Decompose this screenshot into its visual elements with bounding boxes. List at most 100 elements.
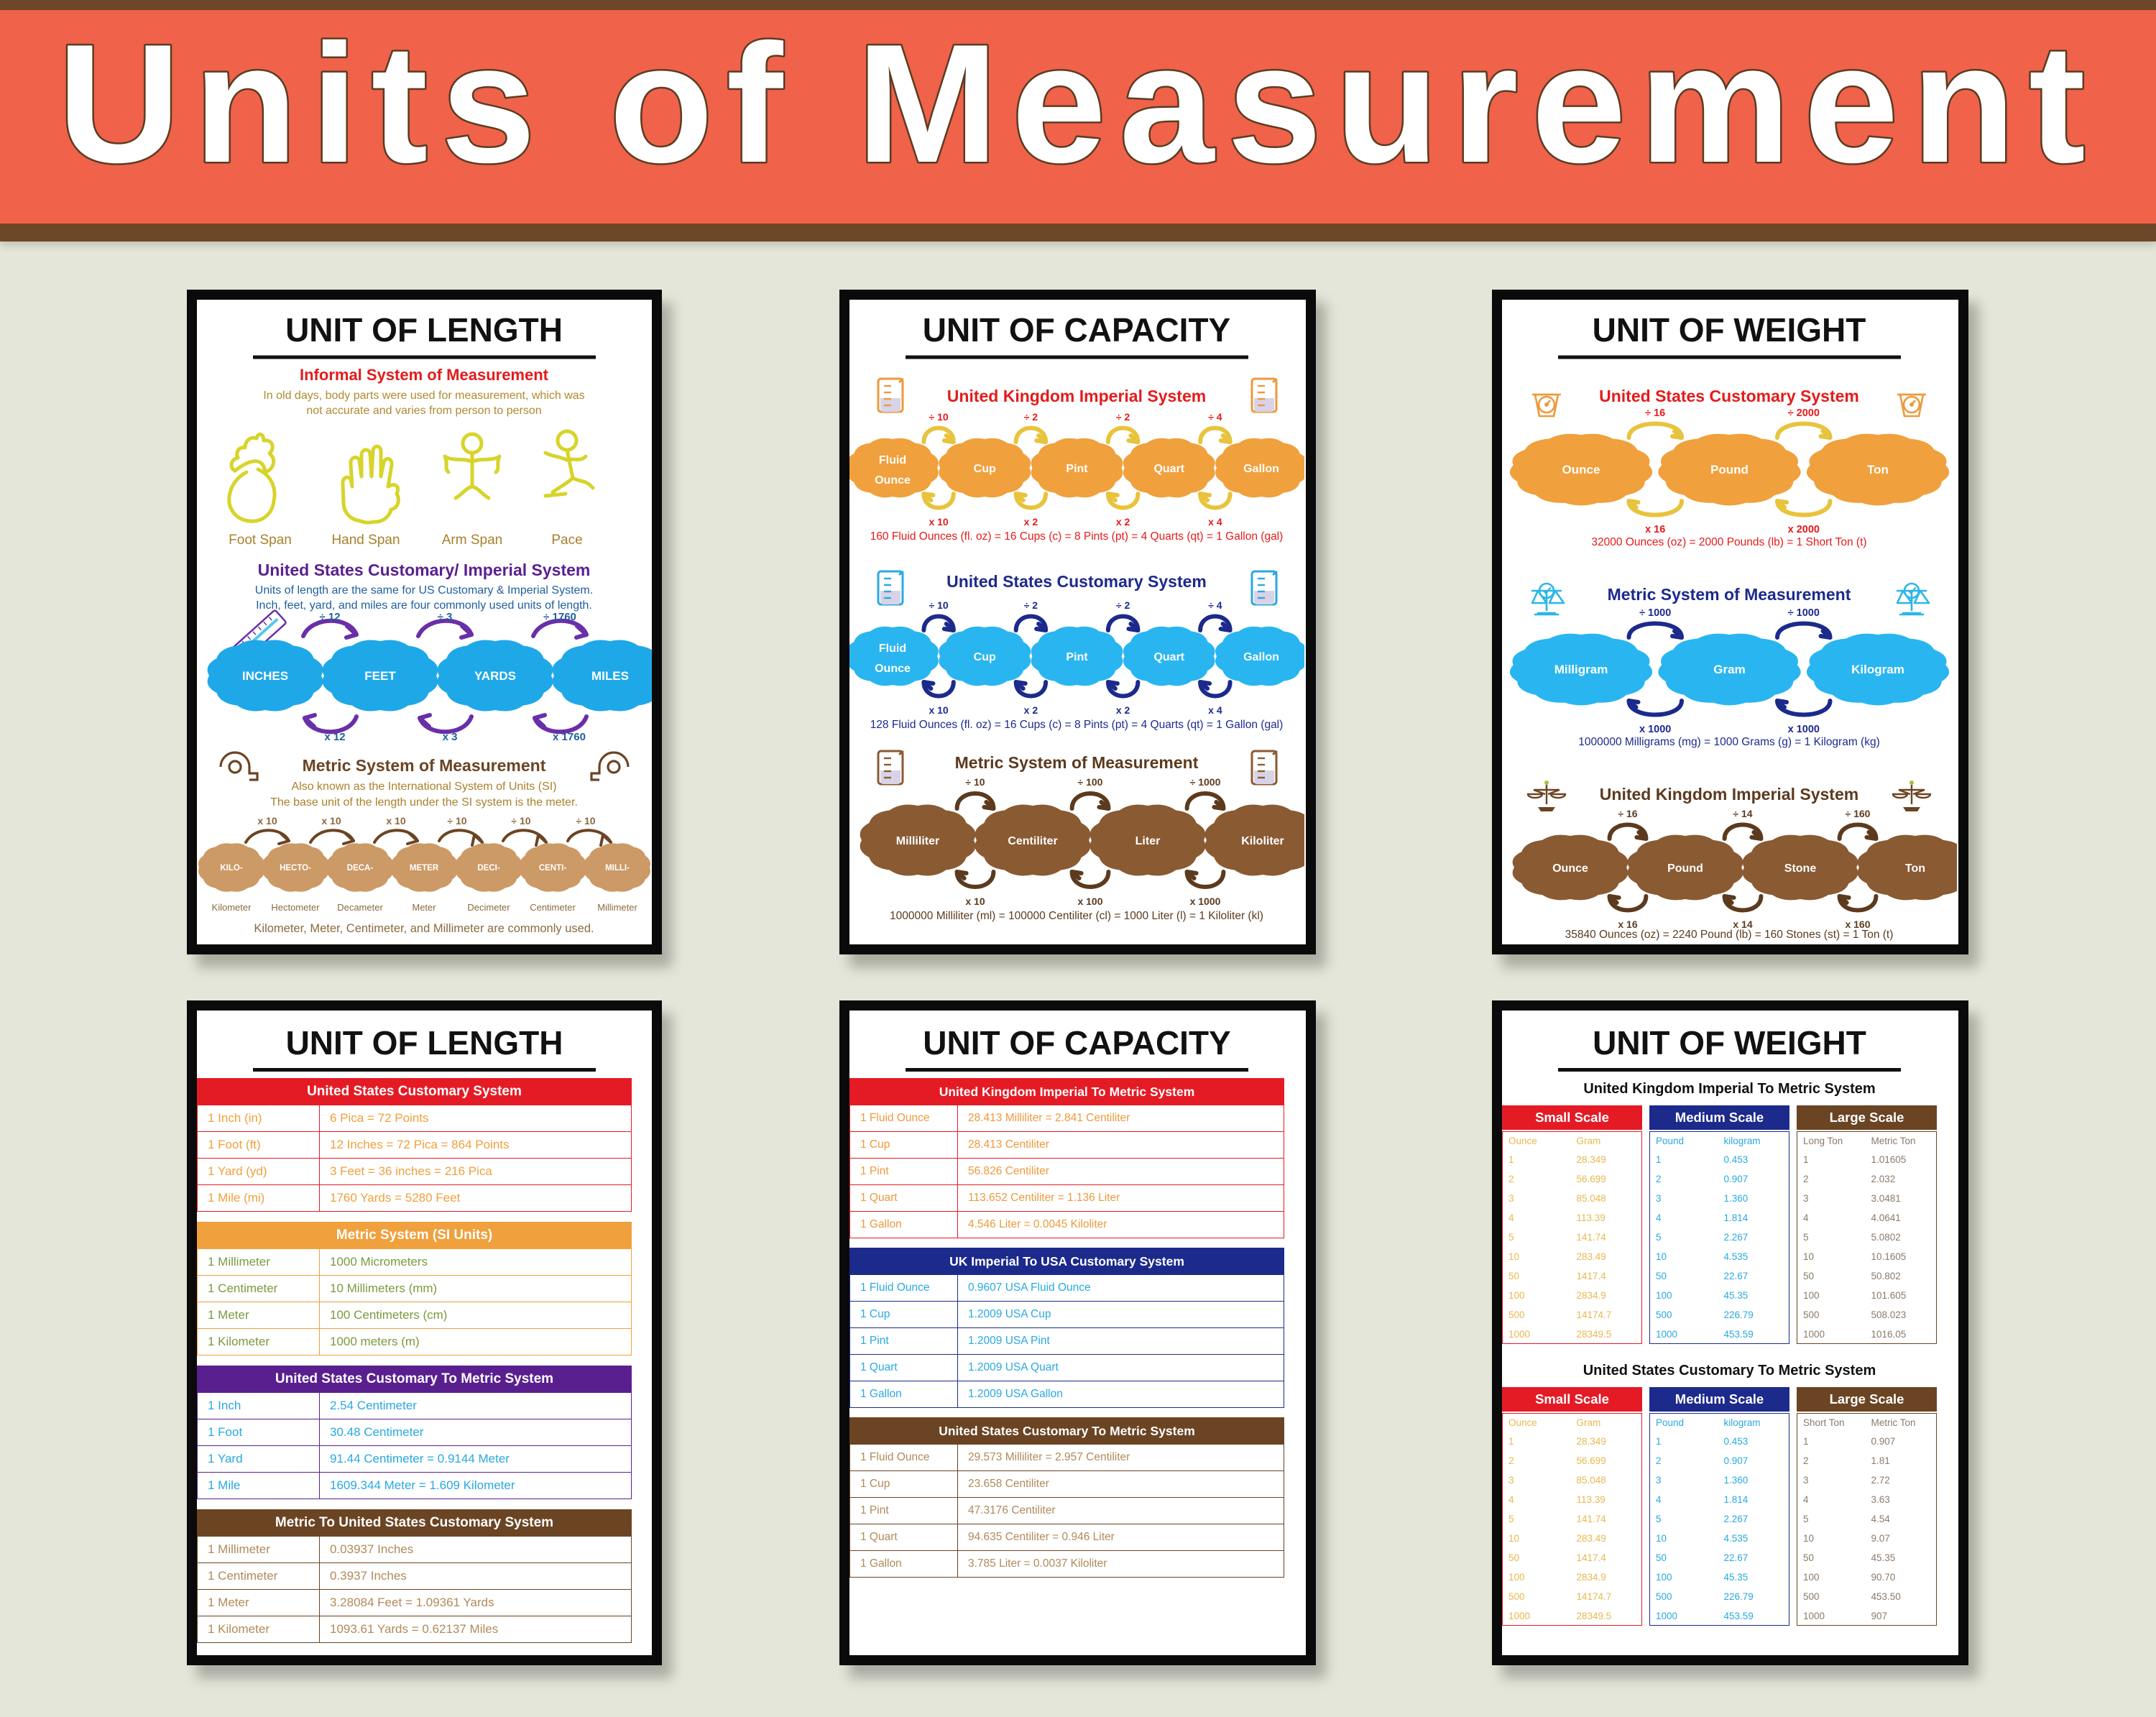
svg-text:Units of length are the same f: Units of length are the same for US Cust…: [255, 584, 593, 597]
svg-text:Ton: Ton: [1905, 862, 1925, 875]
svg-text:÷ 10: ÷ 10: [965, 776, 985, 788]
svg-text:Millimeter: Millimeter: [597, 902, 637, 913]
svg-text:Ounce: Ounce: [875, 663, 911, 675]
svg-text:Kilometer: Kilometer: [212, 902, 252, 913]
svg-text:1000000 Milligrams (mg) = 1000: 1000000 Milligrams (mg) = 1000 Grams (g)…: [1578, 736, 1880, 748]
svg-text:DECI-: DECI-: [477, 864, 499, 873]
svg-text:x 12: x 12: [324, 731, 345, 743]
svg-text:x 16: x 16: [1645, 524, 1665, 535]
svg-text:÷ 1000: ÷ 1000: [1788, 607, 1820, 619]
svg-text:÷ 2: ÷ 2: [1116, 411, 1130, 423]
svg-text:x 2: x 2: [1116, 704, 1130, 716]
svg-text:Ounce: Ounce: [1562, 463, 1600, 477]
svg-text:÷ 1000: ÷ 1000: [1639, 607, 1671, 619]
svg-text:÷ 10: ÷ 10: [929, 411, 949, 423]
svg-text:Fluid: Fluid: [879, 454, 906, 466]
svg-text:not accurate and varies from p: not accurate and varies from person to p…: [306, 405, 541, 417]
svg-text:UNIT OF CAPACITY: UNIT OF CAPACITY: [923, 311, 1230, 349]
svg-text:United Kingdom Imperial System: United Kingdom Imperial System: [947, 387, 1206, 405]
svg-text:1000000 Milliliter (ml) = 1000: 1000000 Milliliter (ml) = 100000 Centili…: [890, 910, 1263, 922]
svg-text:x 2: x 2: [1024, 704, 1038, 716]
svg-text:÷ 2: ÷ 2: [1116, 599, 1130, 611]
svg-text:Also known as the Internationa: Also known as the International System o…: [291, 781, 556, 793]
svg-text:Pint: Pint: [1066, 463, 1088, 475]
svg-text:x 10: x 10: [965, 896, 985, 907]
svg-text:x 1760: x 1760: [553, 731, 586, 743]
svg-text:United Kingdom Imperial System: United Kingdom Imperial System: [1600, 785, 1858, 804]
svg-text:÷ 16: ÷ 16: [1645, 408, 1665, 419]
svg-text:Pace: Pace: [551, 533, 582, 548]
svg-text:Pound: Pound: [1667, 862, 1703, 875]
svg-text:CENTI-: CENTI-: [539, 864, 567, 873]
svg-text:Decameter: Decameter: [337, 902, 383, 913]
svg-text:Stone: Stone: [1784, 862, 1817, 875]
svg-text:÷ 10: ÷ 10: [511, 815, 530, 827]
svg-text:x 10: x 10: [257, 815, 277, 827]
svg-text:÷ 10: ÷ 10: [576, 815, 595, 827]
svg-text:Meter: Meter: [412, 902, 436, 913]
svg-text:Gallon: Gallon: [1243, 463, 1279, 475]
svg-text:÷ 2: ÷ 2: [1024, 411, 1038, 423]
svg-text:x 1000: x 1000: [1190, 896, 1221, 907]
svg-text:x 100: x 100: [1077, 896, 1102, 907]
svg-text:Milliliter: Milliliter: [896, 835, 939, 847]
svg-text:128 Fluid Ounces (fl. oz) = 16: 128 Fluid Ounces (fl. oz) = 16 Cups (c) …: [870, 719, 1284, 731]
svg-text:In old days, body parts were u: In old days, body parts were used for me…: [263, 390, 584, 402]
svg-text:YARDS: YARDS: [474, 669, 516, 683]
svg-text:HECTO-: HECTO-: [280, 864, 311, 873]
svg-text:x 4: x 4: [1208, 704, 1222, 716]
svg-text:Arm Span: Arm Span: [442, 533, 502, 548]
svg-text:Liter: Liter: [1135, 835, 1161, 847]
svg-text:x 4: x 4: [1208, 516, 1222, 528]
svg-text:x 2000: x 2000: [1788, 524, 1820, 535]
svg-text:32000 Ounces (oz) = 2000 Pound: 32000 Ounces (oz) = 2000 Pounds (lb) = 1…: [1591, 536, 1866, 548]
svg-text:Kiloliter: Kiloliter: [1241, 835, 1284, 847]
svg-text:DECA-: DECA-: [347, 864, 374, 873]
svg-text:Gram: Gram: [1713, 663, 1745, 676]
svg-text:x 10: x 10: [321, 815, 341, 827]
svg-text:United States Customary System: United States Customary System: [946, 572, 1207, 591]
svg-text:Milligram: Milligram: [1554, 663, 1608, 676]
svg-text:Units of Measurement: Units of Measurement: [57, 14, 2099, 198]
svg-text:x 3: x 3: [443, 731, 458, 743]
svg-text:Metric System of Measurement: Metric System of Measurement: [955, 753, 1199, 772]
svg-text:Centimeter: Centimeter: [530, 902, 576, 913]
svg-text:÷ 14: ÷ 14: [1733, 808, 1752, 819]
svg-text:÷ 16: ÷ 16: [1618, 808, 1637, 819]
svg-text:The base unit of the length un: The base unit of the length under the SI…: [270, 796, 578, 809]
svg-text:160 Fluid Ounces (fl. oz) = 16: 160 Fluid Ounces (fl. oz) = 16 Cups (c) …: [870, 530, 1284, 543]
svg-text:Gallon: Gallon: [1243, 651, 1279, 663]
svg-text:x 10: x 10: [929, 704, 948, 716]
svg-text:Decimeter: Decimeter: [467, 902, 510, 913]
svg-text:Hand Span: Hand Span: [331, 533, 400, 548]
svg-text:Metric System of Measurement: Metric System of Measurement: [303, 756, 546, 775]
svg-text:÷ 4: ÷ 4: [1208, 411, 1222, 423]
svg-text:United States Customary System: United States Customary System: [1599, 387, 1859, 405]
svg-text:÷ 10: ÷ 10: [447, 815, 466, 827]
svg-text:Cup: Cup: [974, 463, 996, 475]
svg-text:Metric System of Measurement: Metric System of Measurement: [1608, 585, 1851, 604]
svg-text:x 10: x 10: [386, 815, 405, 827]
svg-text:÷ 2: ÷ 2: [1024, 599, 1038, 611]
svg-text:KILO-: KILO-: [220, 864, 242, 873]
svg-text:35840 Ounces (oz) = 2240 Pound: 35840 Ounces (oz) = 2240 Pound (lb) = 16…: [1565, 929, 1894, 941]
svg-text:Kilogram: Kilogram: [1851, 663, 1904, 676]
svg-text:INCHES: INCHES: [242, 669, 288, 683]
svg-text:Ounce: Ounce: [1552, 862, 1588, 875]
svg-text:x 10: x 10: [929, 516, 948, 528]
svg-text:Informal System of Measurement: Informal System of Measurement: [300, 366, 549, 384]
svg-text:METER: METER: [410, 864, 439, 873]
svg-text:÷ 10: ÷ 10: [929, 599, 949, 611]
svg-text:÷ 12: ÷ 12: [319, 611, 340, 623]
svg-text:Cup: Cup: [974, 651, 996, 663]
svg-text:UNIT OF LENGTH: UNIT OF LENGTH: [285, 311, 563, 349]
svg-text:Foot Span: Foot Span: [229, 533, 292, 548]
svg-text:÷ 160: ÷ 160: [1846, 808, 1871, 819]
svg-text:Ton: Ton: [1867, 463, 1889, 477]
svg-text:÷ 1760: ÷ 1760: [543, 611, 576, 623]
svg-text:Quart: Quart: [1153, 463, 1184, 475]
svg-text:x 2: x 2: [1116, 516, 1130, 528]
svg-text:÷ 1000: ÷ 1000: [1190, 776, 1221, 788]
svg-text:Ounce: Ounce: [875, 474, 911, 487]
svg-text:Pound: Pound: [1710, 463, 1749, 477]
